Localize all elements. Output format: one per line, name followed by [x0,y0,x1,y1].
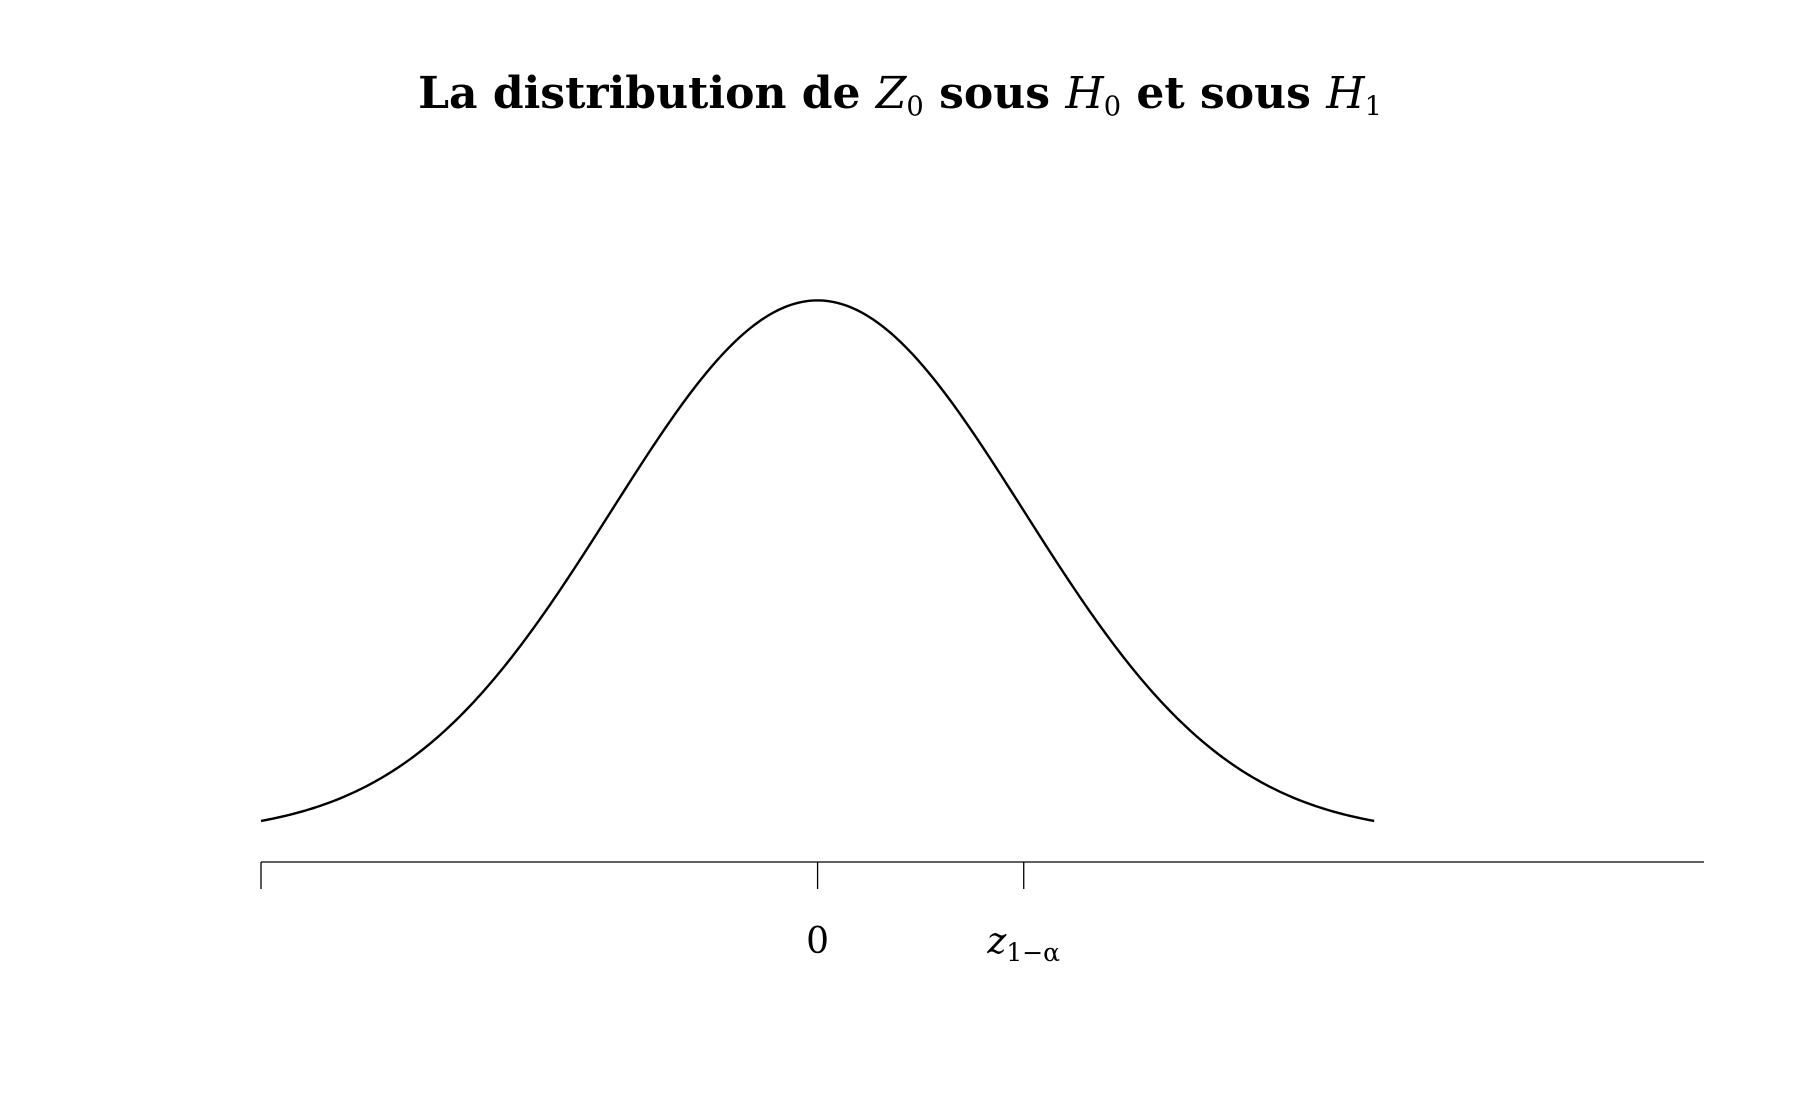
chart-title-part: et sous [1121,68,1327,119]
chart-title-subscript: 0 [1103,91,1122,123]
chart-title: La distribution de Z0 sous H0 et sous H1 [0,72,1800,121]
chart-title-part: sous [923,68,1066,119]
x-tick-label: 0 [806,921,829,962]
chart-title-part: Z [875,68,907,119]
x-axis [260,861,1704,889]
density-curve [260,299,1375,823]
x-tick-label-subscript: 1−α [1006,938,1060,967]
chart-title-part: La distribution de [418,68,876,119]
x-tick-label-main: z [986,921,1007,962]
x-tick-label: z1−α [986,921,1060,967]
chart-title-subscript: 1 [1364,91,1382,123]
chart-title-part: H [1326,68,1365,119]
x-tick-labels: 0 z1−α [806,921,1060,967]
chart-title-subscript: 0 [906,91,924,123]
x-tick-label-main: 0 [806,921,829,962]
chart-title-part: H [1065,68,1104,119]
density-curves [260,299,1375,823]
